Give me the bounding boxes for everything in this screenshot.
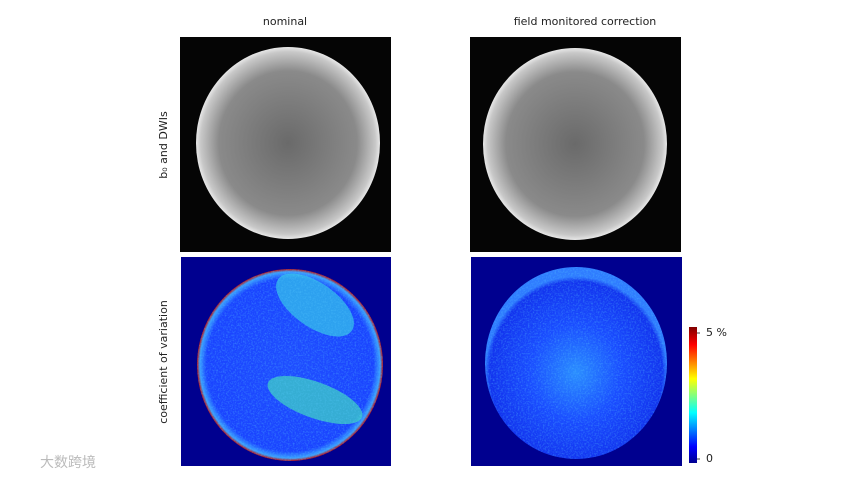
colorbar-label: 0 <box>706 452 713 465</box>
colorbar-label: 5 % <box>706 326 727 339</box>
image-corrected-cov <box>471 257 682 466</box>
image-corrected-b0 <box>470 37 681 252</box>
colorbar-ticks: 5 % 0 <box>697 326 727 465</box>
image-nominal-cov <box>181 257 391 466</box>
column-title: field monitored correction <box>514 15 657 28</box>
watermark: 大数跨境 <box>40 455 96 471</box>
column-title: nominal <box>263 15 307 28</box>
image-nominal-b0 <box>180 37 391 252</box>
row-title: coefficient of variation <box>157 300 170 424</box>
row-title: b₀ and DWIs <box>157 111 170 179</box>
colorbar <box>689 327 697 463</box>
